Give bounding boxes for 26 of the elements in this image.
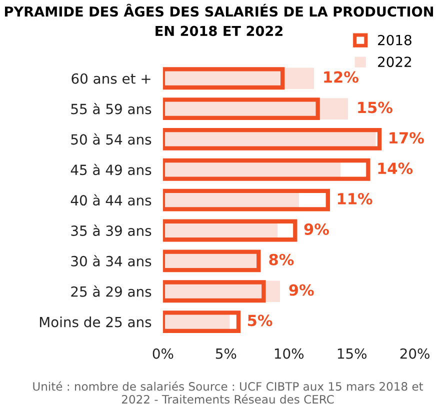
data-label: 12% bbox=[324, 71, 358, 83]
data-label: 17% bbox=[390, 132, 424, 144]
y-tick-label: 30 à 34 ans bbox=[71, 255, 152, 266]
data-label: 9% bbox=[289, 284, 314, 296]
y-tick-label: Moins de 25 ans bbox=[40, 316, 152, 328]
y-tick-label: 60 ans et + bbox=[72, 73, 150, 84]
data-label: 9% bbox=[304, 223, 329, 235]
legend-label: 2018 bbox=[378, 34, 412, 46]
y-tick-label: 35 à 39 ans bbox=[71, 224, 152, 236]
x-tick-label: 20% bbox=[400, 348, 430, 359]
data-label: 15% bbox=[358, 102, 392, 114]
y-tick-label: 50 à 54 ans bbox=[71, 133, 152, 145]
x-tick-label: 5% bbox=[216, 348, 236, 359]
data-label: 8% bbox=[269, 254, 294, 266]
x-tick-label: 15% bbox=[338, 348, 366, 359]
legend-label: 2022 bbox=[378, 56, 411, 68]
y-tick-label: 40 à 44 ans bbox=[70, 194, 152, 206]
y-tick-label: 45 à 49 ans bbox=[70, 164, 152, 176]
y-tick-label: 55 à 59 ans bbox=[71, 102, 152, 114]
data-label: 14% bbox=[378, 162, 413, 174]
data-label: 5% bbox=[248, 314, 272, 326]
text: Unité : nombre de salariés Source : UCF CIBTP aux 15 mars 2018 et 2022 - Traitements Réseau des CERC bbox=[33, 381, 424, 404]
y-tick-label: 25 à 29 ans bbox=[71, 286, 152, 297]
data-label: 11% bbox=[338, 192, 372, 205]
x-tick-label: 10% bbox=[274, 348, 304, 359]
x-tick-label: 0% bbox=[152, 348, 174, 359]
